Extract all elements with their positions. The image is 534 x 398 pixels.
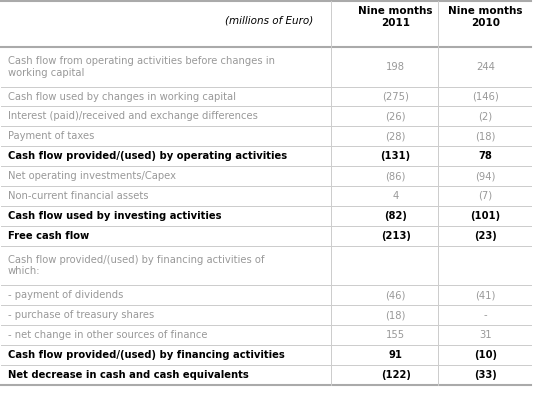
Text: (41): (41)	[475, 290, 496, 300]
Text: (26): (26)	[386, 111, 406, 121]
Text: (275): (275)	[382, 92, 409, 101]
Text: Interest (paid)/received and exchange differences: Interest (paid)/received and exchange di…	[7, 111, 257, 121]
Text: (2): (2)	[478, 111, 493, 121]
Text: Cash flow used by investing activities: Cash flow used by investing activities	[7, 211, 221, 221]
Text: (33): (33)	[474, 370, 497, 380]
Text: 91: 91	[389, 350, 403, 360]
Text: (82): (82)	[384, 211, 407, 221]
Text: 78: 78	[478, 151, 492, 161]
Text: Net decrease in cash and cash equivalents: Net decrease in cash and cash equivalent…	[7, 370, 248, 380]
Text: 155: 155	[386, 330, 405, 340]
Text: Nine months
2011: Nine months 2011	[358, 6, 433, 28]
Text: - payment of dividends: - payment of dividends	[7, 290, 123, 300]
Text: Net operating investments/Capex: Net operating investments/Capex	[7, 171, 176, 181]
Text: (23): (23)	[474, 231, 497, 241]
Text: -: -	[484, 310, 488, 320]
Text: (millions of Euro): (millions of Euro)	[225, 15, 313, 25]
Text: (10): (10)	[474, 350, 497, 360]
Text: (131): (131)	[381, 151, 411, 161]
Text: (101): (101)	[470, 211, 500, 221]
Text: - purchase of treasury shares: - purchase of treasury shares	[7, 310, 154, 320]
Text: Nine months
2010: Nine months 2010	[449, 6, 523, 28]
Text: (46): (46)	[386, 290, 406, 300]
Text: (213): (213)	[381, 231, 411, 241]
Text: (122): (122)	[381, 370, 411, 380]
Text: 244: 244	[476, 62, 495, 72]
Text: (7): (7)	[478, 191, 493, 201]
Text: (18): (18)	[386, 310, 406, 320]
Text: Cash flow provided/(used) by financing activities of
which:: Cash flow provided/(used) by financing a…	[7, 255, 264, 276]
Text: (86): (86)	[386, 171, 406, 181]
Text: 31: 31	[479, 330, 492, 340]
Text: - net change in other sources of finance: - net change in other sources of finance	[7, 330, 207, 340]
Text: Free cash flow: Free cash flow	[7, 231, 89, 241]
Text: Non-current financial assets: Non-current financial assets	[7, 191, 148, 201]
Text: (18): (18)	[475, 131, 496, 141]
Text: 4: 4	[392, 191, 399, 201]
Text: (94): (94)	[475, 171, 496, 181]
Text: Cash flow provided/(used) by operating activities: Cash flow provided/(used) by operating a…	[7, 151, 287, 161]
Text: Cash flow provided/(used) by financing activities: Cash flow provided/(used) by financing a…	[7, 350, 285, 360]
Text: Payment of taxes: Payment of taxes	[7, 131, 94, 141]
Text: Cash flow from operating activities before changes in
working capital: Cash flow from operating activities befo…	[7, 56, 274, 78]
Text: (28): (28)	[386, 131, 406, 141]
Text: 198: 198	[386, 62, 405, 72]
Text: Cash flow used by changes in working capital: Cash flow used by changes in working cap…	[7, 92, 235, 101]
Text: (146): (146)	[472, 92, 499, 101]
